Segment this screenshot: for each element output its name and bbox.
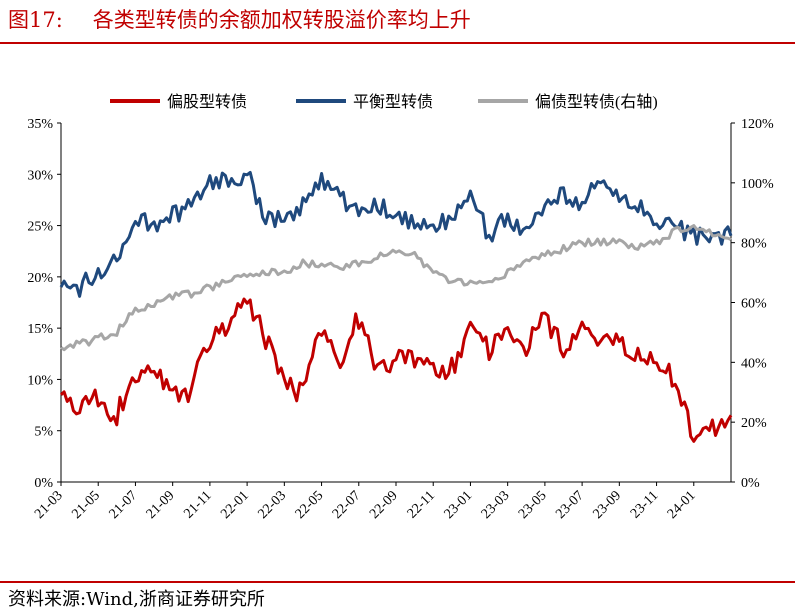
y-right-tick-label: 20% (741, 416, 767, 431)
y-right-tick-label: 100% (741, 177, 774, 192)
premium-rate-chart: 0% 5% 10% 15% 20% 25% 30% 35% 0% 20% 40% 60% 80% 100%… (27, 93, 774, 522)
figure-title-text: 各类型转债的余额加权转股溢价率均上升 (92, 8, 471, 32)
y-right-tick-label: 40% (741, 356, 767, 371)
y-left-tick-label: 10% (27, 373, 53, 388)
y-left-tick-label: 30% (27, 168, 53, 183)
series-line-2 (60, 224, 732, 352)
y-right-tick-label: 80% (741, 237, 767, 252)
y-left-tick-label: 0% (34, 476, 53, 491)
x-tick-label: 22-11 (405, 488, 438, 521)
x-tick-label: 23-07 (553, 488, 587, 522)
x-tick-label: 23-03 (479, 488, 513, 522)
x-tick-label: 21-11 (181, 488, 214, 521)
figure-label: 图17: (8, 8, 63, 32)
x-tick-label: 22-05 (293, 488, 327, 522)
y-left-tick-label: 20% (27, 271, 53, 286)
x-tick-label: 21-03 (32, 488, 66, 522)
x-tick-label: 23-09 (590, 488, 624, 522)
legend-label-0: 偏股型转债 (167, 93, 247, 111)
x-tick-label: 22-03 (255, 488, 289, 522)
x-tick-label: 23-01 (442, 488, 476, 522)
y-right-tick-label: 120% (741, 117, 774, 132)
x-tick-label: 21-05 (69, 488, 103, 522)
y-left-tick-label: 25% (27, 220, 53, 235)
legend-label-2: 偏债型转债(右轴) (535, 93, 658, 111)
y-right-tick-label: 0% (741, 476, 760, 491)
x-tick-label: 23-11 (628, 488, 661, 521)
y-left-tick-label: 35% (27, 117, 53, 132)
x-tick-label: 22-09 (367, 488, 401, 522)
x-tick-label: 21-09 (144, 488, 178, 522)
x-tick-label: 22-01 (218, 488, 252, 522)
title-rule (0, 42, 795, 44)
y-left-tick-label: 15% (27, 322, 53, 337)
x-tick-label: 22-07 (330, 488, 364, 522)
x-tick-label: 23-05 (516, 488, 550, 522)
source-rule (0, 581, 795, 583)
source-note: 资料来源:Wind,浙商证券研究所 (8, 589, 265, 610)
figure-title: 图17: 各类型转债的余额加权转股溢价率均上升 (8, 4, 471, 34)
y-right-tick-label: 60% (741, 297, 767, 312)
legend-label-1: 平衡型转债 (353, 93, 433, 111)
x-tick-label: 21-07 (107, 488, 141, 522)
x-tick-label: 24-01 (665, 488, 699, 522)
y-left-tick-label: 5% (34, 425, 53, 440)
series-line-1 (59, 170, 733, 298)
series-line-0 (59, 297, 733, 443)
